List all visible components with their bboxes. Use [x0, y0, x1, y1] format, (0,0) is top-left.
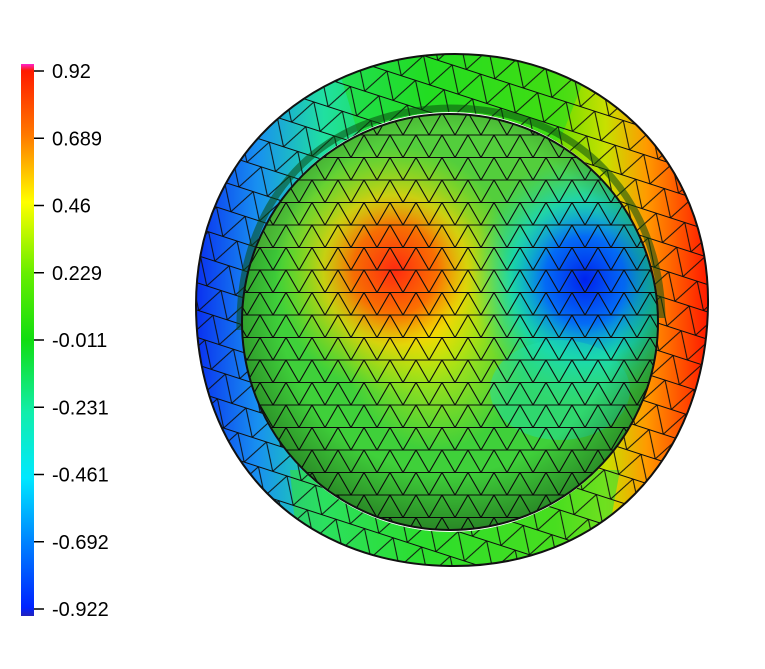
mesh-figure [194, 52, 710, 568]
colorbar-tick-label: -0.692 [52, 532, 109, 554]
sphere-outline [241, 113, 659, 531]
colorbar-tick-label: -0.231 [52, 397, 109, 419]
colorbar-tick-label: 0.229 [52, 263, 102, 285]
inner-sphere [242, 114, 658, 530]
colorbar-tick-label: 0.92 [52, 61, 91, 83]
colorbar: 0.92 0.689 0.46 0.229 -0.011 -0.231 -0.461 -0.6… [21, 61, 109, 621]
colorbar-tick-label: -0.461 [52, 465, 109, 487]
ring-inner-shadow [236, 104, 666, 331]
sphere-shading [242, 114, 658, 530]
colorbar-tick-label: -0.011 [52, 330, 107, 352]
colorbar-tick-label: -0.922 [52, 599, 109, 621]
colorbar-tick-label: 0.46 [52, 196, 91, 218]
ring-outline [194, 52, 710, 568]
colorbar-gradient [21, 64, 34, 616]
colorbar-ticks: 0.92 0.689 0.46 0.229 -0.011 -0.231 -0.461 -0.6… [34, 61, 109, 621]
colorbar-tick-label: 0.689 [52, 128, 102, 150]
